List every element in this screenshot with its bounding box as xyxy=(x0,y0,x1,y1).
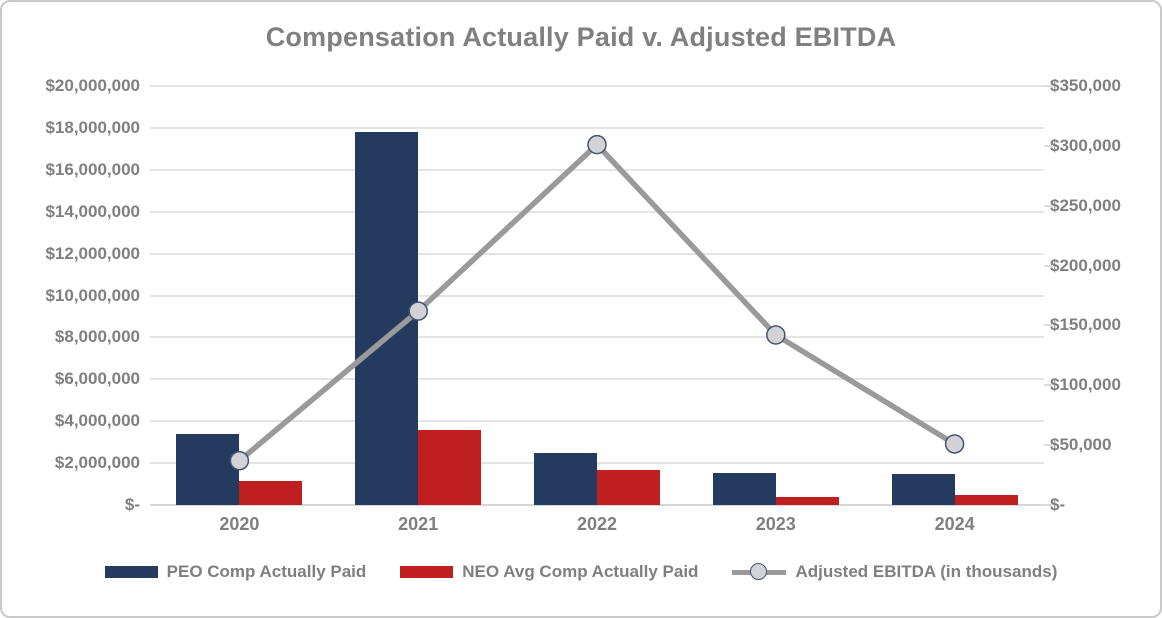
left-axis-tick-label: $10,000,000 xyxy=(45,285,140,305)
right-axis-tick xyxy=(1044,444,1053,447)
right-axis-tick xyxy=(1044,85,1053,87)
right-axis-tick xyxy=(1044,144,1053,147)
neo-bar-2023 xyxy=(775,497,839,505)
ebitda-marker-2022 xyxy=(587,134,607,155)
ebitda-marker-2020 xyxy=(229,450,250,471)
neo-swatch-icon xyxy=(400,566,454,578)
ebitda-marker-2023 xyxy=(766,325,786,345)
left-axis-tick-label: $20,000,000 xyxy=(45,76,140,95)
gridline xyxy=(150,168,1044,171)
chart-title: Compensation Actually Paid v. Adjusted E… xyxy=(265,22,897,52)
legend-item-neo: NEO Avg Comp Actually Paid xyxy=(400,562,698,582)
left-axis-tick-label: $6,000,000 xyxy=(54,369,140,389)
right-axis-tick xyxy=(1044,384,1053,387)
gridline xyxy=(150,85,1044,87)
right-axis-tick-label: $- xyxy=(1050,495,1066,514)
x-axis-label-2021: 2021 xyxy=(398,514,439,534)
left-axis-tick-label: $8,000,000 xyxy=(54,327,140,347)
ebitda-line-series xyxy=(229,134,965,471)
x-axis: 2020 2021 2022 2023 2024 xyxy=(150,514,1044,538)
legend: PEO Comp Actually Paid NEO Avg Comp Actu… xyxy=(2,562,1160,582)
gridline xyxy=(150,420,1044,423)
left-axis-tick-label: $18,000,000 xyxy=(45,117,140,137)
x-axis-label-2022: 2022 xyxy=(576,514,618,534)
right-axis-tick-label: $50,000 xyxy=(1050,435,1112,455)
x-axis-label-2024: 2024 xyxy=(934,514,975,534)
peo-swatch-icon xyxy=(104,566,158,578)
peo-bar-2020 xyxy=(176,433,240,505)
ebitda-marker-2021 xyxy=(408,301,428,321)
right-axis-tick-label: $300,000 xyxy=(1050,135,1121,155)
gridline xyxy=(150,210,1044,213)
right-y-axis: $350,000 $300,000 $250,000 $200,000 $150,000… xyxy=(1050,76,1160,514)
neo-bar-2024 xyxy=(954,494,1018,505)
neo-bar-2022 xyxy=(597,470,660,505)
gridline xyxy=(150,126,1044,129)
legend-item-ebitda: Adjusted EBITDA (in thousands) xyxy=(732,562,1057,582)
left-axis-tick-label: $2,000,000 xyxy=(54,453,140,473)
left-axis-tick-label: $16,000,000 xyxy=(45,159,140,179)
legend-label-peo: PEO Comp Actually Paid xyxy=(166,562,367,581)
right-axis-tick-label: $150,000 xyxy=(1050,315,1121,335)
right-axis-tick-label: $200,000 xyxy=(1050,255,1121,275)
gridline xyxy=(150,336,1044,339)
peo-bar-2023 xyxy=(712,472,776,505)
x-axis-label-2020: 2020 xyxy=(219,514,260,534)
gridline xyxy=(150,378,1044,381)
peo-bar-2024 xyxy=(891,474,955,505)
gridline xyxy=(150,462,1044,465)
left-axis-tick-label: $12,000,000 xyxy=(45,243,140,263)
neo-bar-2020 xyxy=(239,480,303,505)
right-axis-tick xyxy=(1044,504,1053,506)
legend-label-ebitda: Adjusted EBITDA (in thousands) xyxy=(795,562,1058,581)
neo-bar-2021 xyxy=(418,429,482,505)
gridline xyxy=(150,504,1044,506)
peo-bar-2022 xyxy=(534,452,597,505)
right-axis-tick xyxy=(1044,324,1053,327)
ebitda-marker-2024 xyxy=(944,434,965,454)
gridline xyxy=(150,252,1044,255)
left-axis-tick-label: $4,000,000 xyxy=(54,411,140,431)
left-axis-tick-label: $- xyxy=(124,495,140,514)
plot-area xyxy=(150,85,1053,506)
ebitda-line xyxy=(237,140,957,463)
left-axis-tick-label: $14,000,000 xyxy=(45,201,140,221)
right-axis-tick xyxy=(1044,204,1053,207)
gridline xyxy=(150,294,1044,297)
legend-item-peo: PEO Comp Actually Paid xyxy=(104,562,367,582)
right-axis-tick xyxy=(1044,264,1053,267)
legend-label-neo: NEO Avg Comp Actually Paid xyxy=(462,562,699,581)
x-axis-label-2023: 2023 xyxy=(755,514,796,534)
right-axis-tick-label: $350,000 xyxy=(1050,76,1121,95)
right-axis-tick-label: $250,000 xyxy=(1050,195,1121,215)
ebitda-line-marker-icon xyxy=(732,563,787,581)
right-axis-tick-label: $100,000 xyxy=(1050,375,1121,395)
left-y-axis: $20,000,000 $18,000,000 $16,000,000 $14,000… xyxy=(2,76,140,514)
